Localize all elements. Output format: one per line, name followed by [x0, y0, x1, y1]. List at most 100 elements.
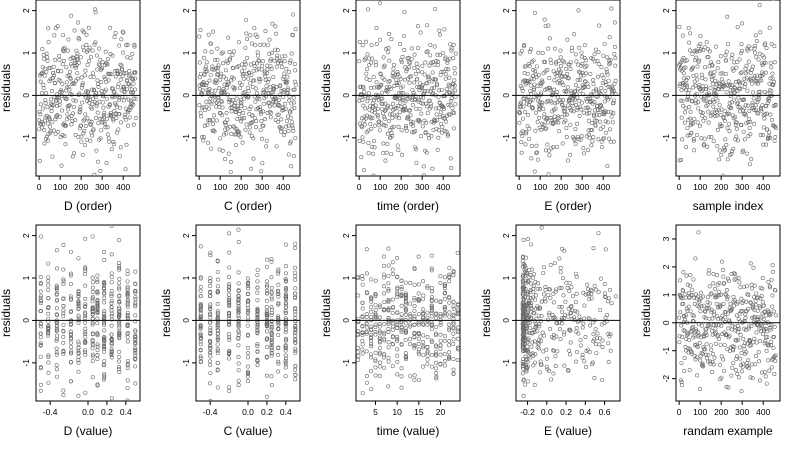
data-point: [395, 310, 400, 315]
data-point: [579, 63, 584, 68]
data-point: [250, 41, 255, 46]
data-point: [769, 65, 774, 70]
data-point: [760, 275, 765, 280]
data-point: [423, 130, 428, 135]
data-point: [203, 64, 208, 69]
data-point: [38, 340, 43, 345]
data-point: [559, 115, 564, 120]
data-point: [276, 269, 281, 274]
data-point: [559, 63, 564, 68]
data-point: [522, 330, 527, 335]
data-point: [38, 335, 43, 340]
x-tick-label: 0.0: [82, 407, 94, 417]
data-point: [290, 33, 295, 38]
data-point: [737, 311, 742, 316]
data-point: [133, 116, 138, 121]
data-point: [709, 291, 714, 296]
data-point: [117, 335, 122, 340]
data-point: [69, 349, 74, 354]
data-point: [528, 296, 533, 301]
data-point: [261, 87, 266, 92]
data-point: [421, 315, 426, 320]
data-point: [69, 344, 74, 349]
data-point: [596, 289, 601, 294]
data-point: [282, 130, 287, 135]
data-point: [574, 329, 579, 334]
data-point: [269, 291, 274, 296]
data-point: [117, 349, 122, 354]
data-point: [60, 108, 65, 113]
data-point: [452, 83, 457, 88]
data-point: [419, 111, 424, 116]
data-point: [72, 81, 77, 86]
data-point: [387, 112, 392, 117]
x-tick-label: 100: [53, 182, 67, 192]
data-point: [282, 59, 287, 64]
data-point: [98, 136, 103, 141]
data-point: [609, 6, 614, 11]
data-point: [697, 340, 702, 345]
data-point: [394, 80, 399, 85]
data-point: [215, 65, 220, 70]
data-point: [261, 42, 266, 47]
data-point: [109, 341, 114, 346]
data-point: [240, 116, 245, 121]
data-point: [451, 269, 456, 274]
data-point: [125, 287, 130, 292]
data-point: [215, 301, 220, 306]
data-point: [293, 27, 298, 32]
data-point: [530, 340, 535, 345]
data-point: [215, 68, 220, 73]
x-tick-label: 400: [756, 407, 770, 417]
data-point: [607, 35, 612, 40]
data-point: [704, 333, 709, 338]
data-point: [525, 270, 530, 275]
data-point: [50, 103, 55, 108]
data-point: [271, 85, 276, 90]
data-point: [429, 285, 434, 290]
data-point: [703, 347, 708, 352]
data-point: [53, 131, 58, 136]
data-point: [698, 86, 703, 91]
data-point: [421, 296, 426, 301]
data-point: [90, 307, 95, 312]
data-point: [111, 142, 116, 147]
data-point: [421, 164, 426, 169]
data-point: [687, 337, 692, 342]
data-point: [373, 357, 378, 362]
data-point: [455, 325, 460, 330]
data-point: [703, 77, 708, 82]
data-point: [95, 321, 100, 326]
data-point: [220, 105, 225, 110]
data-point: [198, 355, 203, 360]
data-point: [434, 106, 439, 111]
y-tick-label: -1: [21, 134, 31, 142]
data-point: [274, 64, 279, 69]
data-point: [109, 355, 114, 360]
data-point: [416, 350, 421, 355]
data-point: [198, 348, 203, 353]
data-point: [681, 301, 686, 306]
data-point: [770, 71, 775, 76]
data-point: [692, 301, 697, 306]
data-point: [438, 320, 443, 325]
data-point: [265, 43, 270, 48]
data-point: [117, 313, 122, 318]
data-point: [449, 166, 454, 171]
data-point: [530, 59, 535, 64]
data-point: [548, 326, 553, 331]
data-point: [769, 277, 774, 282]
data-point: [70, 81, 75, 86]
data-point: [385, 142, 390, 147]
data-point: [264, 138, 269, 143]
data-point: [245, 281, 250, 286]
data-point: [723, 147, 728, 152]
data-point: [205, 140, 210, 145]
data-point: [432, 62, 437, 67]
data-point: [679, 157, 684, 162]
data-point: [386, 327, 391, 332]
data-point: [198, 284, 203, 289]
data-point: [397, 110, 402, 115]
data-point: [125, 398, 130, 401]
data-point: [364, 331, 369, 336]
